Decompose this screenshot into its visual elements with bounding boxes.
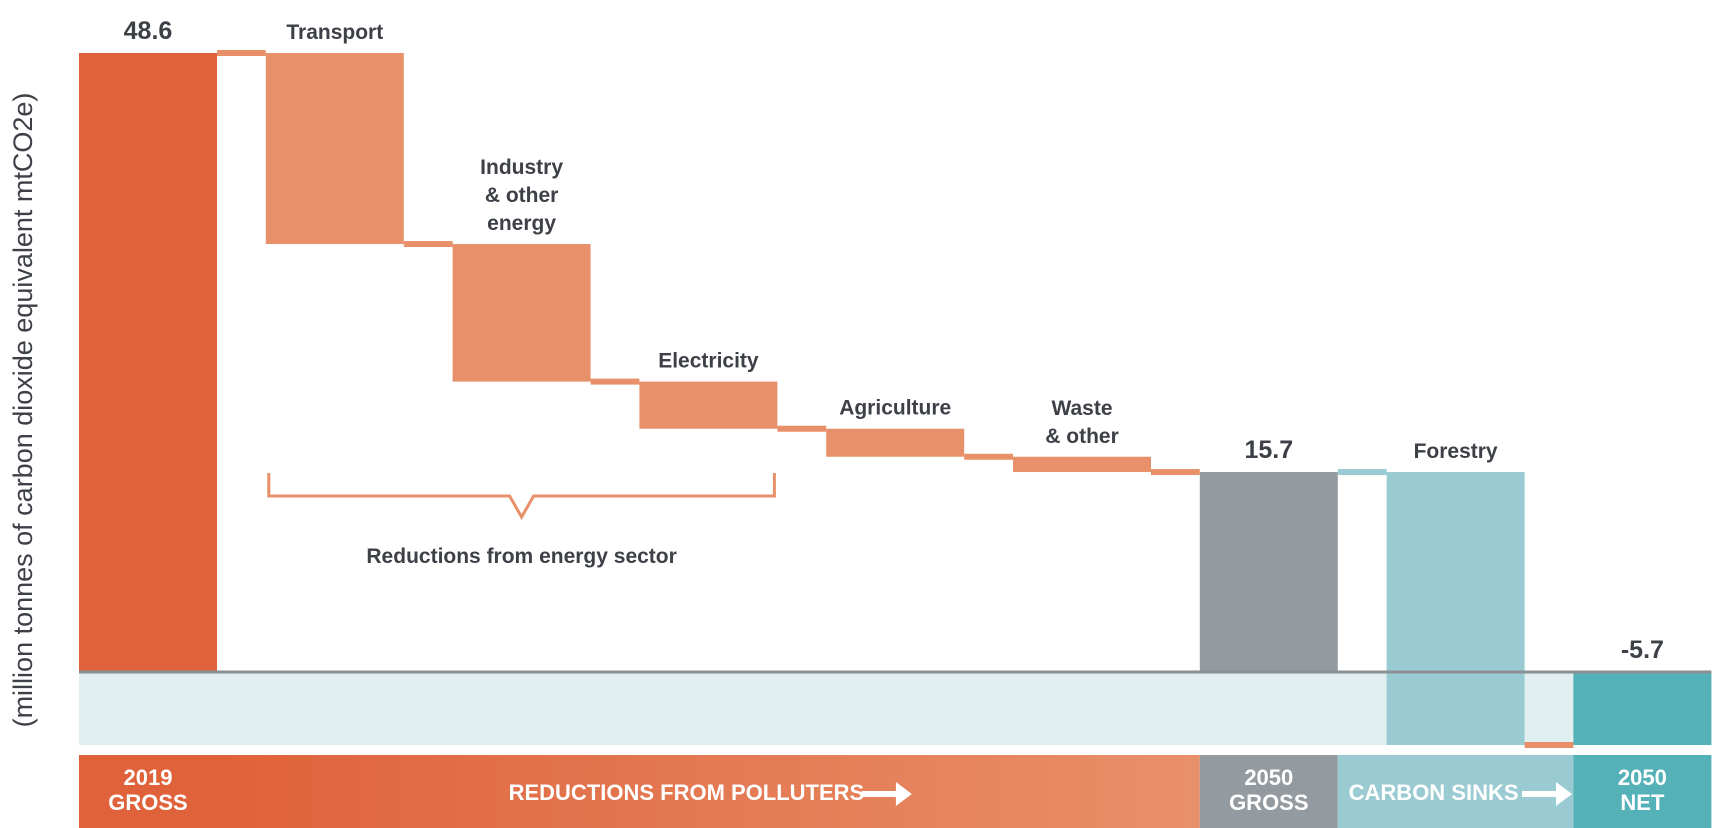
step-label-line: Forestry bbox=[1414, 440, 1498, 463]
step-label-line: & other bbox=[1045, 425, 1119, 448]
band-label-2050-gross: 2050 GROSS bbox=[1229, 765, 1308, 815]
band-arrow-icon bbox=[861, 782, 912, 806]
value-label-15-7: 15.7 bbox=[1244, 436, 1293, 464]
band-label-line: CARBON SINKS bbox=[1349, 780, 1519, 805]
band-2050-net bbox=[1573, 755, 1712, 828]
step-label-line: Waste bbox=[1051, 397, 1112, 420]
step-label-forestry: Forestry bbox=[1414, 440, 1498, 463]
band-label-line: 2050 bbox=[1618, 765, 1667, 790]
band-label-2050-net: 2050 NET bbox=[1618, 765, 1667, 815]
band-label-line: NET bbox=[1620, 790, 1665, 815]
step-label-line: Electricity bbox=[658, 350, 759, 373]
bar-forestry bbox=[1386, 472, 1525, 745]
step-label-electricity: Electricity bbox=[658, 350, 759, 373]
step-label-line: Agriculture bbox=[839, 397, 951, 420]
energy-sector-bracket bbox=[267, 473, 776, 521]
band-label-line: REDUCTIONS FROM POLLUTERS bbox=[509, 780, 865, 805]
band-2019-gross bbox=[79, 755, 217, 828]
bar-waste-other bbox=[1013, 456, 1151, 473]
step-label-line: energy bbox=[487, 212, 556, 235]
step-label-line: Transport bbox=[286, 21, 383, 44]
step-label-agriculture: Agriculture bbox=[839, 397, 951, 420]
energy-sector-annotation: Reductions from energy sector bbox=[366, 545, 676, 568]
band-reductions-from-polluters bbox=[217, 755, 1200, 828]
bar-electricity bbox=[639, 381, 778, 429]
band-2050-gross bbox=[1199, 755, 1338, 828]
bar-total-6 bbox=[1199, 472, 1338, 672]
band-label-reductions-from-polluters: REDUCTIONS FROM POLLUTERS bbox=[509, 780, 865, 805]
band-label-line: 2019 bbox=[124, 765, 173, 790]
band-arrow-icon bbox=[1522, 782, 1572, 806]
bar-total-8 bbox=[1573, 672, 1712, 745]
connector-0 bbox=[217, 50, 266, 56]
band-label-line: GROSS bbox=[1229, 790, 1308, 815]
value-label-48-6: 48.6 bbox=[124, 17, 173, 45]
connector-5 bbox=[1151, 469, 1200, 476]
zero-line bbox=[79, 670, 1712, 674]
step-label-transport: Transport bbox=[286, 21, 383, 44]
bar-industry-other-energy bbox=[452, 244, 591, 382]
connector-2 bbox=[590, 378, 640, 385]
connector-7 bbox=[1524, 742, 1574, 748]
band-label-line: 2050 bbox=[1244, 765, 1293, 790]
value-label-5-7: -5.7 bbox=[1621, 636, 1664, 664]
band-label-carbon-sinks: CARBON SINKS bbox=[1349, 780, 1519, 805]
step-label-waste-other: Waste & other bbox=[1045, 397, 1119, 448]
connector-3 bbox=[777, 425, 827, 432]
step-label-line: Industry bbox=[480, 156, 563, 179]
bar-transport bbox=[265, 53, 404, 245]
connector-6 bbox=[1337, 469, 1387, 476]
y-axis-label: (million tonnes of carbon dioxide equiva… bbox=[8, 93, 38, 728]
band-label-2019-gross: 2019 GROSS bbox=[108, 765, 187, 815]
band-label-line: GROSS bbox=[108, 790, 187, 815]
step-label-line: & other bbox=[485, 184, 559, 207]
bar-total-0 bbox=[79, 53, 217, 672]
connector-4 bbox=[964, 453, 1013, 460]
connector-1 bbox=[403, 241, 453, 248]
step-label-industry-other-energy: Industry & other energy bbox=[480, 156, 563, 235]
bar-agriculture bbox=[826, 428, 965, 457]
